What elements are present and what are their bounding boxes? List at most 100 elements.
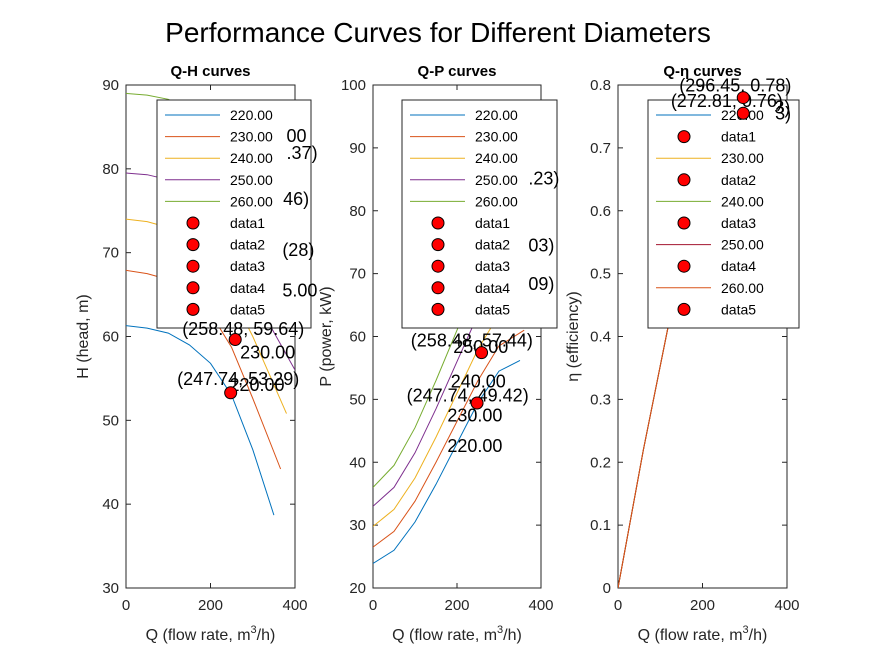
y-tick-label: 0.8 xyxy=(590,77,611,94)
legend: 220.00 230.00 240.00 250.00 260.00 data1 data2… xyxy=(401,99,558,329)
chart-panel-2: 0 200 400 20 30 40 50 60 70 80 90 100 Q (flow rate, … xyxy=(318,63,559,644)
legend-label: data5 xyxy=(475,301,510,317)
x-tick-label: 0 xyxy=(122,597,130,614)
data-annotation: 230.00 xyxy=(240,342,295,362)
legend-label: 260.00 xyxy=(475,193,518,209)
x-tick-label: 400 xyxy=(528,597,553,614)
y-tick-label: 20 xyxy=(349,580,366,597)
x-tick-label: 400 xyxy=(774,597,799,614)
legend-box xyxy=(401,99,558,329)
legend-marker-swatch xyxy=(186,281,200,295)
y-axis-label: P (power, kW) xyxy=(318,286,335,386)
legend-label: 250.00 xyxy=(230,172,273,188)
legend-label: 240.00 xyxy=(475,150,518,166)
y-tick-label: 90 xyxy=(102,77,119,94)
legend-label: data2 xyxy=(721,172,756,188)
data-annotation: 09) xyxy=(528,274,554,294)
data-annotation: .23) xyxy=(528,168,559,188)
legend-box xyxy=(156,99,312,329)
y-tick-label: 0 xyxy=(603,580,611,597)
y-axis-label: η (efficiency) xyxy=(565,291,582,381)
legend-marker-swatch xyxy=(186,302,200,316)
legend-marker-swatch xyxy=(431,302,445,316)
y-tick-label: 30 xyxy=(102,580,119,597)
data-annotation: 230.00 xyxy=(447,405,502,425)
data-point-data2 xyxy=(475,346,489,360)
panel-title: Q-η curves xyxy=(663,63,741,80)
y-tick-label: 60 xyxy=(349,329,366,346)
legend-marker-swatch xyxy=(186,238,200,252)
x-tick-label: 0 xyxy=(614,597,622,614)
y-tick-label: 0.5 xyxy=(590,266,611,283)
y-tick-label: 0.2 xyxy=(590,454,611,471)
y-tick-label: 50 xyxy=(349,391,366,408)
data-point-data2 xyxy=(736,106,750,120)
y-tick-label: 60 xyxy=(102,329,119,346)
y-tick-label: 0.1 xyxy=(590,517,611,534)
y-axis-label: H (head, m) xyxy=(75,294,92,378)
y-tick-label: 40 xyxy=(349,454,366,471)
legend-marker-swatch xyxy=(677,173,691,187)
x-axis-label: Q (flow rate, m3/h) xyxy=(392,624,522,644)
y-tick-label: 80 xyxy=(102,161,119,178)
legend-label: 220.00 xyxy=(475,107,518,123)
y-tick-label: 80 xyxy=(349,203,366,220)
y-tick-label: 50 xyxy=(102,412,119,429)
legend-marker-swatch xyxy=(677,259,691,273)
x-tick-label: 200 xyxy=(444,597,469,614)
series-group xyxy=(618,323,670,588)
legend-label: 260.00 xyxy=(230,193,273,209)
y-tick-label: 0.3 xyxy=(590,391,611,408)
legend-label: data1 xyxy=(230,215,265,231)
data-annotation: 03) xyxy=(528,236,554,256)
legend: 220.00 230.00 240.00 250.00 260.00 data1 data2… xyxy=(156,99,312,329)
legend-label: 230.00 xyxy=(721,150,764,166)
data-annotation: 3) xyxy=(775,104,791,124)
legend-label: data3 xyxy=(721,215,756,231)
data-annotation: (272.81, 0.76) xyxy=(671,91,783,111)
data-annotation: (247.74, 49.42) xyxy=(407,385,529,405)
y-tick-label: 70 xyxy=(102,245,119,262)
data-point-data1 xyxy=(736,91,750,105)
legend-label: 230.00 xyxy=(230,129,273,145)
legend-marker-swatch xyxy=(677,130,691,144)
chart-panel-3: 0 200 400 0 0.1 0.2 0.3 0.4 0.5 0.6 0.7 0.8 Q (flow … xyxy=(565,63,800,644)
legend: 220.00data1230.00data2240.00data3250.00d… xyxy=(647,99,800,329)
legend-label: data4 xyxy=(475,280,510,296)
chart-panel-1: 0 200 400 30 40 50 60 70 80 90 Q (flow rate, m3/h)… xyxy=(75,63,318,644)
legend-label: 220.00 xyxy=(230,107,273,123)
y-tick-label: 0.7 xyxy=(590,140,611,157)
data-annotation: 220.00 xyxy=(230,375,285,395)
data-annotation: 5.00 xyxy=(282,280,317,300)
legend-marker-swatch xyxy=(431,281,445,295)
data-annotation: 3) xyxy=(774,97,790,117)
x-tick-label: 400 xyxy=(282,597,307,614)
y-tick-label: 0.6 xyxy=(590,203,611,220)
data-annotation: (247.74, 53.29) xyxy=(177,369,299,389)
y-tick-label: 100 xyxy=(341,77,366,94)
series-line-220.00 xyxy=(126,325,275,516)
y-tick-label: 0.4 xyxy=(590,329,611,346)
data-point-data2 xyxy=(228,333,242,347)
data-annotation: (258.48, 57.44) xyxy=(411,331,533,351)
series-line-260.00 xyxy=(618,323,670,588)
legend-marker-swatch xyxy=(677,216,691,230)
legend-label: data3 xyxy=(230,258,265,274)
series-line-220.00 xyxy=(373,359,521,564)
x-axis-label: Q (flow rate, m3/h) xyxy=(638,624,768,644)
legend-label: data1 xyxy=(721,129,756,145)
panel-title: Q-H curves xyxy=(170,63,250,80)
data-annotation: (258.48, 59.64) xyxy=(182,319,304,339)
legend-label: data4 xyxy=(721,258,756,274)
data-annotation: (296.45, 0.78) xyxy=(679,75,791,95)
panel-title: Q-P curves xyxy=(418,63,497,80)
figure-title: Performance Curves for Different Diamete… xyxy=(165,17,711,48)
legend-label: 260.00 xyxy=(721,280,764,296)
legend-label: data5 xyxy=(230,301,265,317)
x-tick-label: 0 xyxy=(369,597,377,614)
y-tick-label: 70 xyxy=(349,266,366,283)
legend-label: data4 xyxy=(230,280,265,296)
legend-label: data2 xyxy=(230,237,265,253)
